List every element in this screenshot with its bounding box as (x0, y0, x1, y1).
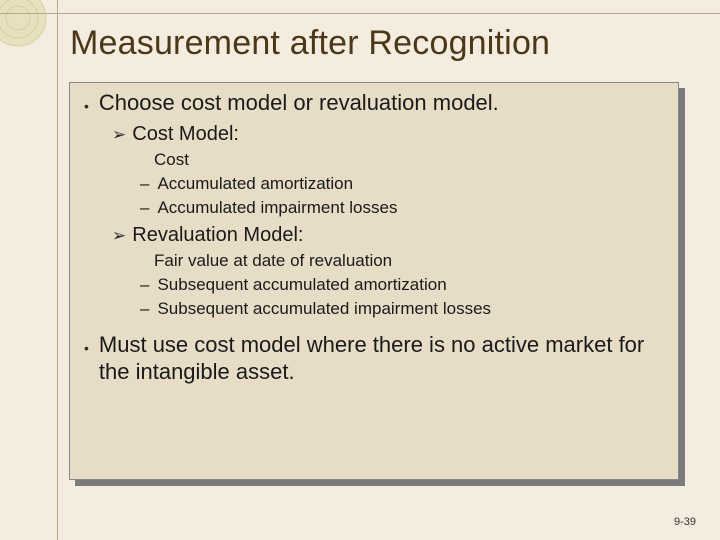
bullet-dot-icon: • (84, 340, 89, 356)
bullet-dot-icon: • (84, 98, 89, 114)
minus-icon: – (140, 299, 149, 319)
sub-heading-label: Cost Model: (132, 123, 239, 146)
sub-item-text: Subsequent accumulated amortization (157, 275, 446, 295)
sub-item: Fair value at date of revaluation (154, 251, 664, 271)
bullet-text: Must use cost model where there is no ac… (99, 331, 664, 386)
sub-item-minus: – Accumulated amortization (140, 174, 664, 194)
sub-item-text: Subsequent accumulated impairment losses (157, 299, 491, 319)
bullet-main: • Choose cost model or revaluation model… (84, 89, 664, 117)
sub-item-minus: – Accumulated impairment losses (140, 198, 664, 218)
bullet-main: • Must use cost model where there is no … (84, 331, 664, 386)
sub-item-text: Accumulated impairment losses (157, 198, 397, 218)
minus-icon: – (140, 174, 149, 194)
sub-item-minus: – Subsequent accumulated impairment loss… (140, 299, 664, 319)
slide-title: Measurement after Recognition (70, 24, 710, 63)
content-box: • Choose cost model or revaluation model… (69, 82, 679, 480)
sub-heading: ➢ Revaluation Model: (112, 224, 664, 247)
sub-heading-label: Revaluation Model: (132, 224, 303, 247)
bullet-text: Choose cost model or revaluation model. (99, 89, 499, 117)
slide: Measurement after Recognition • Choose c… (0, 0, 720, 540)
slide-number: 9-39 (674, 516, 696, 528)
left-border-line (57, 0, 58, 540)
minus-icon: – (140, 275, 149, 295)
corner-decoration (0, 0, 60, 60)
sub-item-text: Accumulated amortization (157, 174, 353, 194)
sub-heading: ➢ Cost Model: (112, 123, 664, 146)
minus-icon: – (140, 198, 149, 218)
top-border-line (0, 13, 720, 14)
sub-item-minus: – Subsequent accumulated amortization (140, 275, 664, 295)
arrow-icon: ➢ (112, 125, 126, 145)
arrow-icon: ➢ (112, 226, 126, 246)
sub-item: Cost (154, 150, 664, 170)
